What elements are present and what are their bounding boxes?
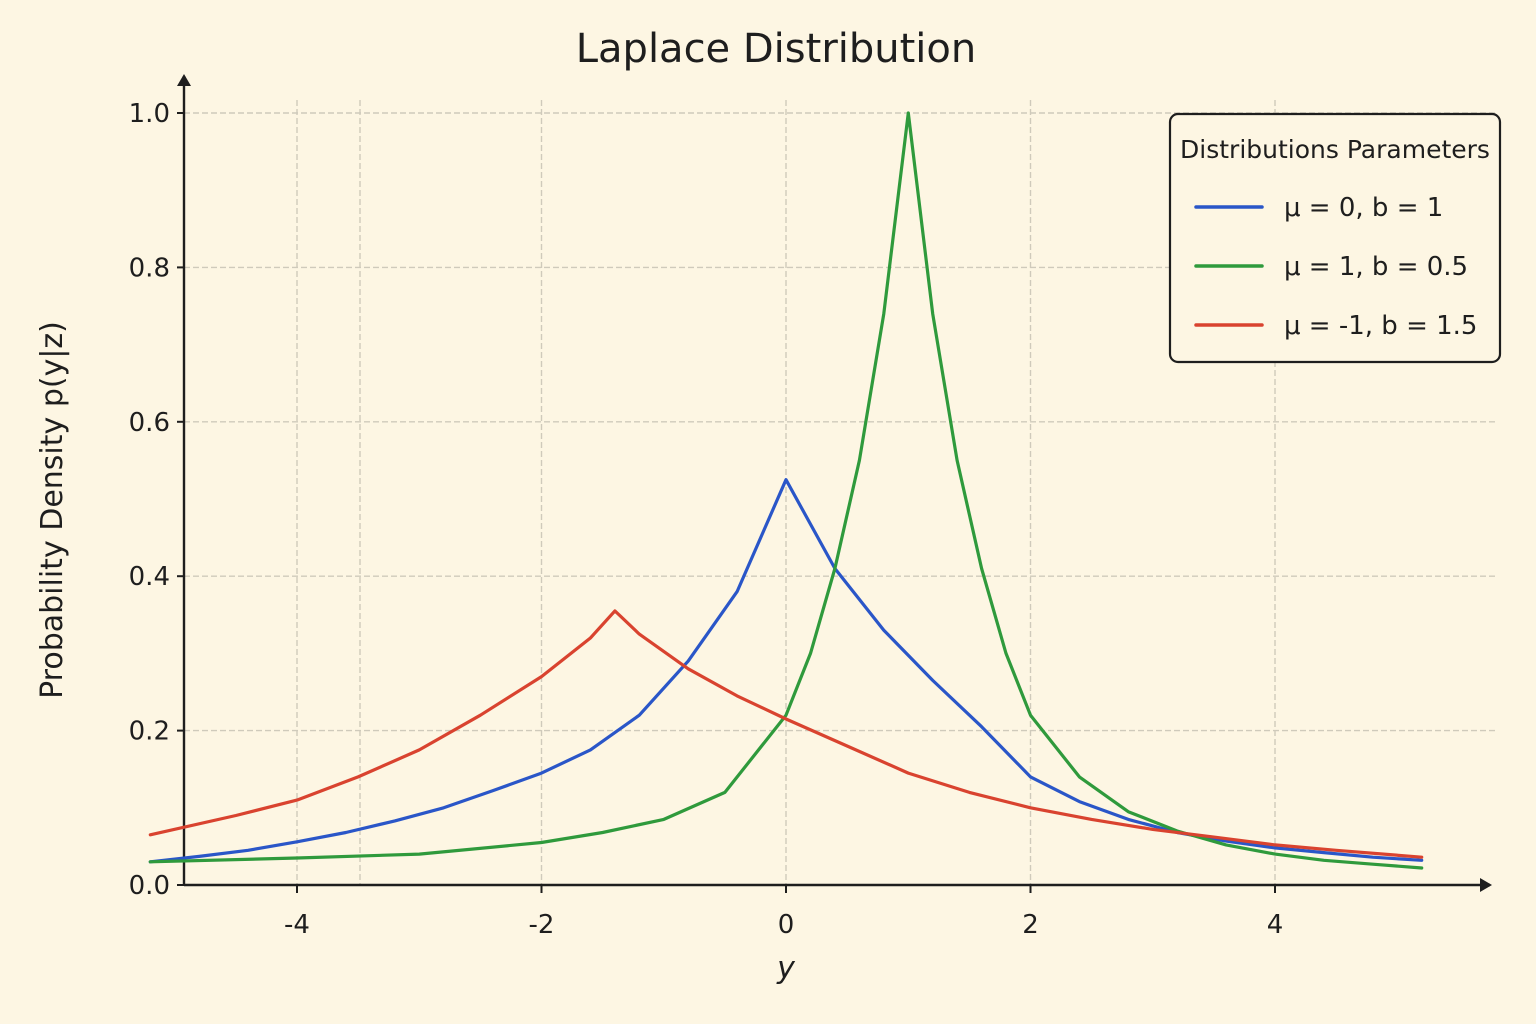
chart-title: Laplace Distribution <box>576 26 977 72</box>
y-ticks: 0.0 0.2 0.4 0.6 0.8 1.0 <box>129 99 184 901</box>
series-line-2 <box>148 609 1424 859</box>
x-tick-label-0: -4 <box>284 910 310 940</box>
x-tick-label-2: 0 <box>778 910 795 940</box>
x-ticks: -4 -2 0 2 4 <box>284 885 1283 940</box>
x-axis-label: y <box>776 951 796 986</box>
y-tick-label-4: 0.8 <box>129 253 170 283</box>
series-line-1 <box>148 111 1424 870</box>
axes <box>177 74 1492 892</box>
legend: Distributions Parameters μ = 0, b = 1 μ =… <box>1168 112 1502 364</box>
y-tick-label-0: 0.0 <box>129 871 170 901</box>
legend-box <box>1168 112 1502 364</box>
legend-label-2: μ = -1, b = 1.5 <box>1284 311 1477 341</box>
y-tick-label-3: 0.6 <box>129 408 170 438</box>
y-tick-label-5: 1.0 <box>129 99 170 129</box>
y-tick-label-1: 0.2 <box>129 717 170 747</box>
y-axis-label: Probability Density p(y|z) <box>35 321 70 699</box>
x-tick-label-4: 4 <box>1267 910 1284 940</box>
legend-label-0: μ = 0, b = 1 <box>1284 193 1443 223</box>
x-tick-label-3: 2 <box>1022 910 1039 940</box>
x-tick-label-1: -2 <box>529 910 555 940</box>
y-tick-label-2: 0.4 <box>129 562 170 592</box>
legend-title: Distributions Parameters <box>1180 135 1490 164</box>
series-layer <box>148 111 1424 870</box>
legend-label-1: μ = 1, b = 0.5 <box>1284 252 1468 282</box>
